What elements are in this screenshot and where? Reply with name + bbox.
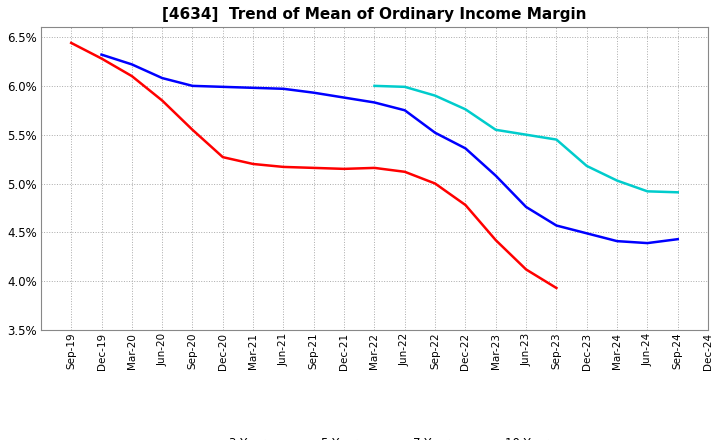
3 Years — [431, 181, 439, 186]
7 Years — [431, 93, 439, 98]
3 Years — [97, 56, 106, 61]
7 Years — [400, 84, 409, 89]
3 Years — [188, 127, 197, 132]
5 Years — [431, 130, 439, 136]
3 Years — [310, 165, 318, 171]
7 Years — [461, 106, 469, 112]
Legend: 3 Years, 5 Years, 7 Years, 10 Years: 3 Years, 5 Years, 7 Years, 10 Years — [189, 433, 560, 440]
7 Years — [673, 190, 682, 195]
5 Years — [188, 83, 197, 88]
5 Years — [310, 90, 318, 95]
5 Years — [582, 231, 591, 236]
Line: 3 Years: 3 Years — [71, 43, 557, 288]
3 Years — [249, 161, 258, 167]
7 Years — [522, 132, 531, 137]
3 Years — [461, 202, 469, 208]
7 Years — [613, 178, 621, 183]
5 Years — [643, 240, 652, 246]
5 Years — [249, 85, 258, 91]
3 Years — [279, 164, 288, 169]
5 Years — [158, 75, 166, 81]
5 Years — [279, 86, 288, 92]
5 Years — [522, 204, 531, 209]
5 Years — [97, 52, 106, 57]
7 Years — [582, 163, 591, 169]
3 Years — [552, 286, 561, 291]
3 Years — [158, 98, 166, 103]
5 Years — [400, 108, 409, 113]
3 Years — [400, 169, 409, 174]
3 Years — [340, 166, 348, 172]
3 Years — [522, 267, 531, 272]
5 Years — [613, 238, 621, 244]
Title: [4634]  Trend of Mean of Ordinary Income Margin: [4634] Trend of Mean of Ordinary Income … — [162, 7, 587, 22]
5 Years — [492, 173, 500, 178]
5 Years — [461, 146, 469, 151]
Line: 7 Years: 7 Years — [374, 86, 678, 192]
5 Years — [340, 95, 348, 100]
3 Years — [218, 154, 227, 160]
5 Years — [127, 62, 136, 67]
7 Years — [370, 83, 379, 88]
3 Years — [492, 238, 500, 243]
7 Years — [643, 189, 652, 194]
5 Years — [552, 223, 561, 228]
5 Years — [673, 237, 682, 242]
7 Years — [492, 127, 500, 132]
5 Years — [370, 100, 379, 105]
3 Years — [370, 165, 379, 171]
5 Years — [218, 84, 227, 89]
Line: 5 Years: 5 Years — [102, 55, 678, 243]
3 Years — [67, 40, 76, 46]
7 Years — [552, 137, 561, 142]
3 Years — [127, 73, 136, 79]
